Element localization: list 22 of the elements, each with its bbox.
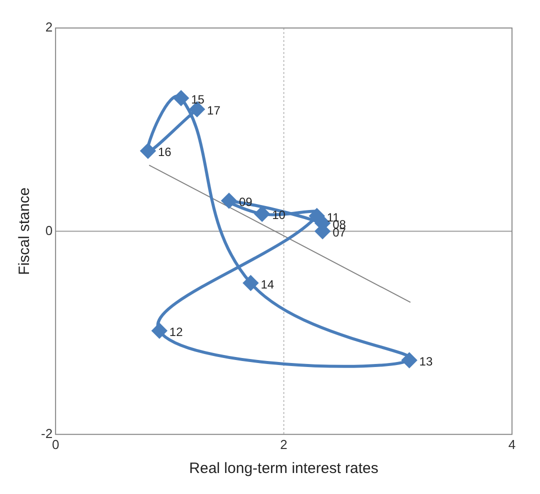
x-tick-label: 2 <box>280 436 288 452</box>
y-axis-title: Fiscal stance <box>16 187 34 275</box>
y-tick-label: 2 <box>45 20 53 35</box>
annotation: 15 <box>191 92 205 106</box>
annotation: 16 <box>158 145 172 160</box>
y-tick-label: -2 <box>40 426 53 441</box>
point <box>309 208 324 224</box>
annotation: 12 <box>169 325 184 340</box>
annotation: 14 <box>260 277 274 292</box>
x-axis-title: Real long-term interest rates <box>189 460 378 478</box>
point <box>402 352 417 368</box>
x-tick-label: 4 <box>508 436 516 452</box>
annotation: 09 <box>239 195 253 210</box>
annotation: 13 <box>419 354 433 369</box>
point <box>254 206 270 222</box>
y-tick-label: 0 <box>45 222 53 238</box>
point <box>152 323 167 338</box>
point <box>140 143 156 158</box>
point <box>174 90 189 106</box>
point <box>243 276 258 291</box>
point <box>222 193 237 208</box>
annotation: 17 <box>207 104 221 118</box>
